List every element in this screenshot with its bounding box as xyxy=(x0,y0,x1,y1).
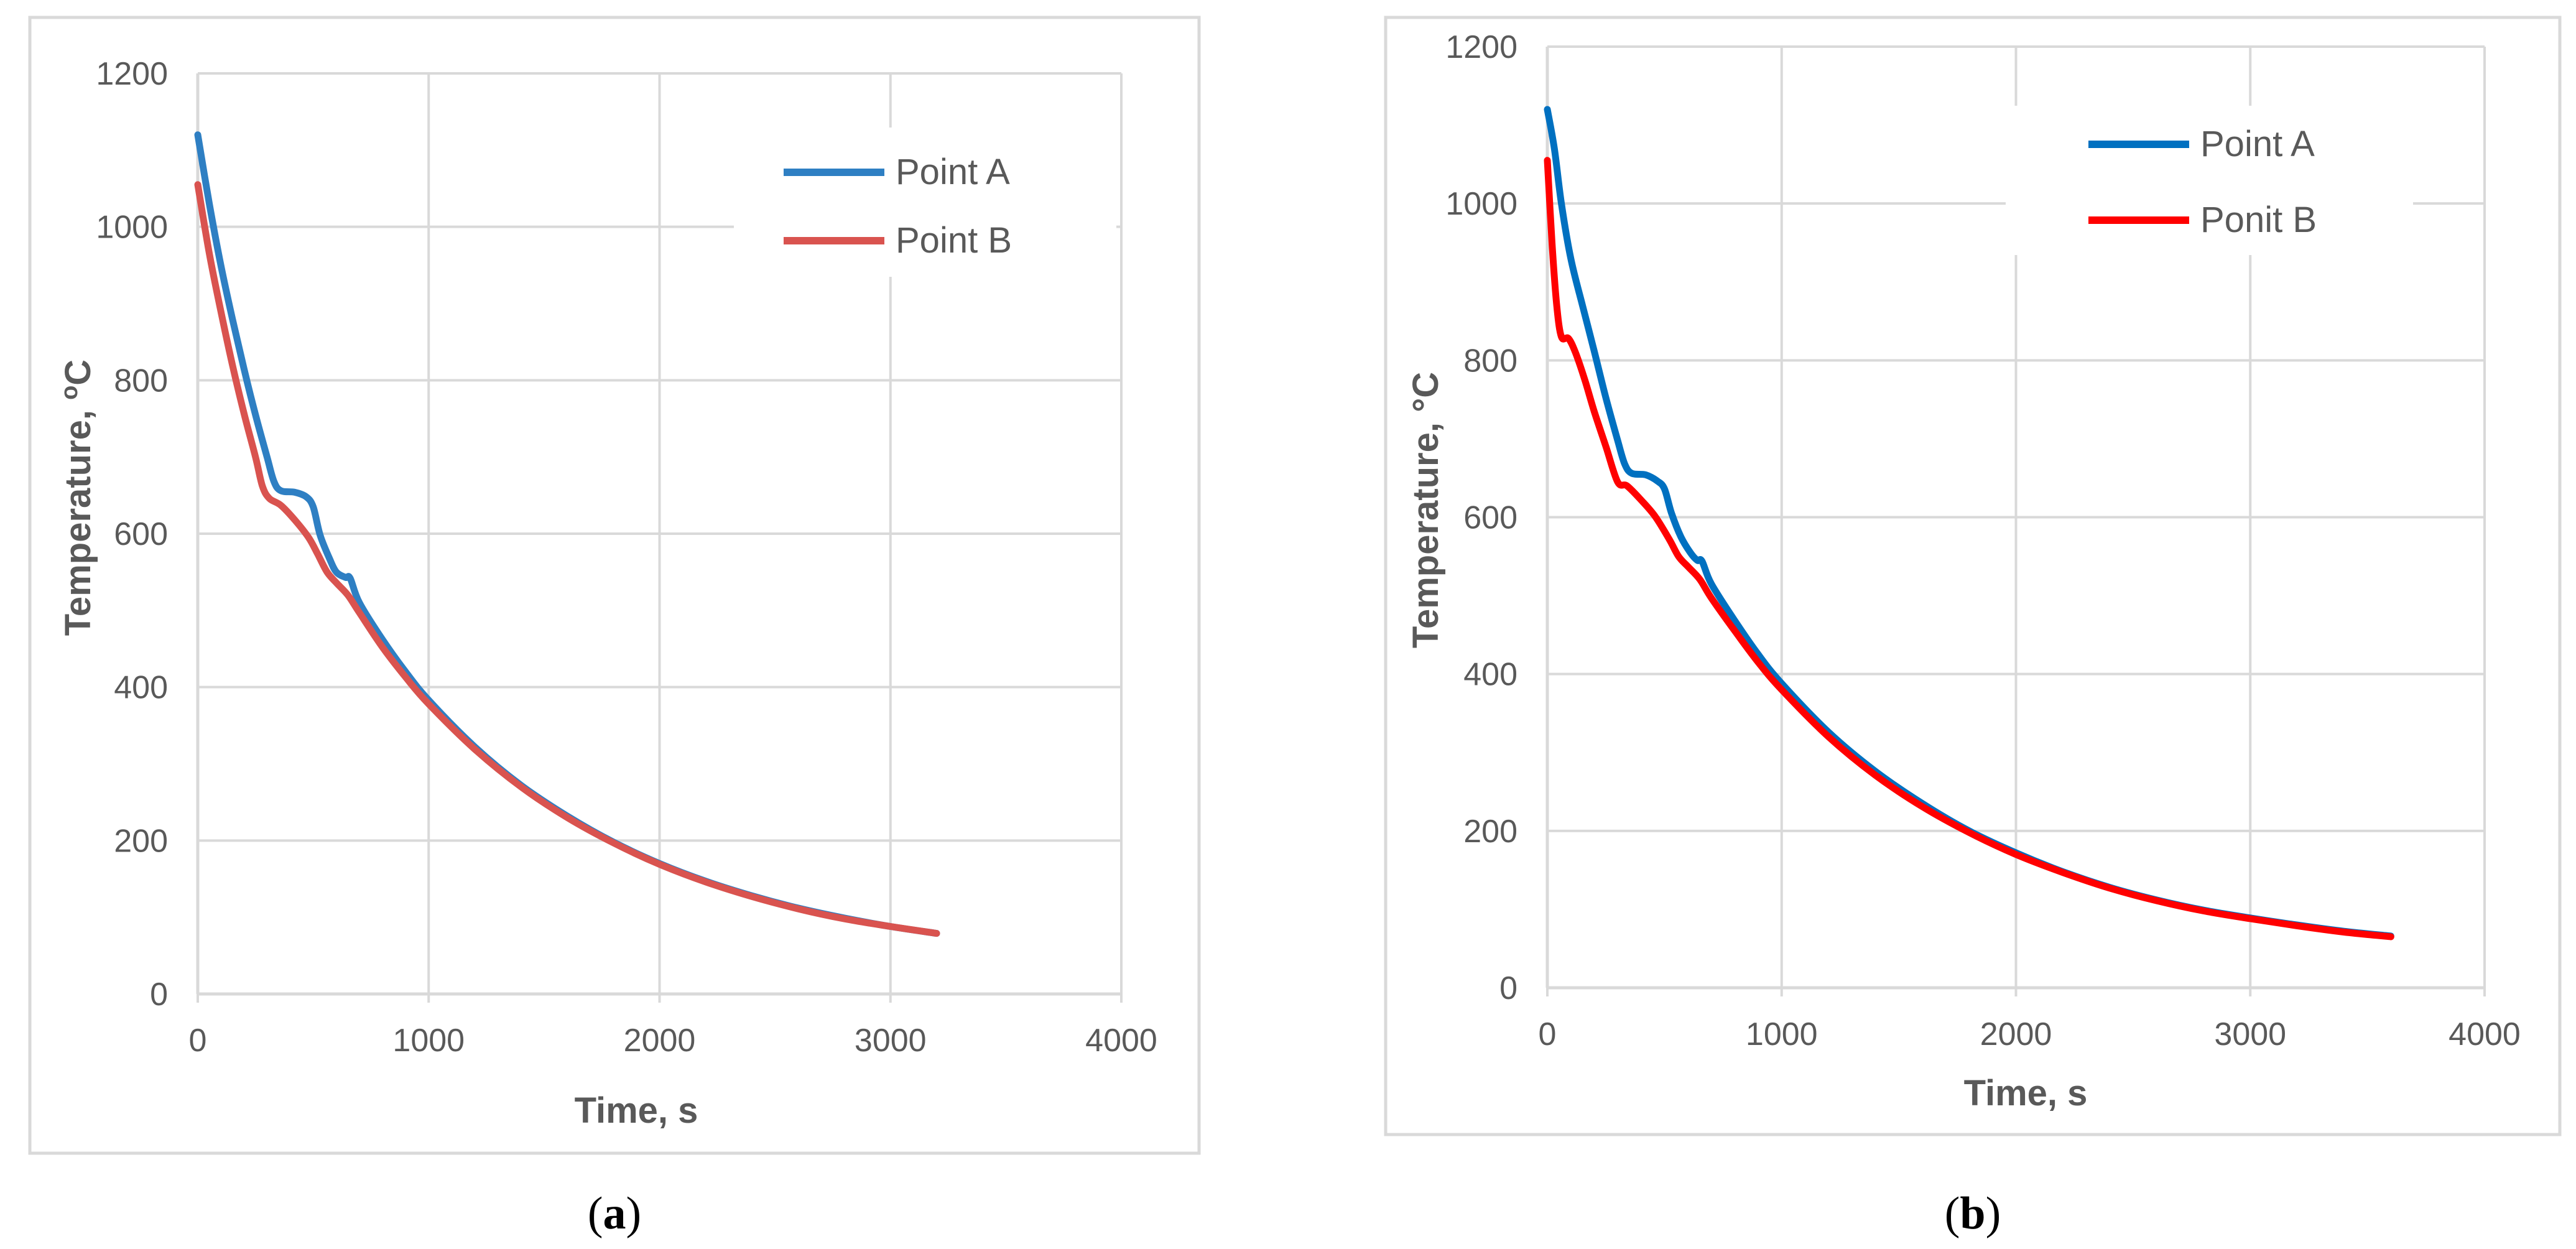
y-tick-label: 600 xyxy=(114,516,168,552)
chart-a-lines xyxy=(194,131,940,937)
y-tick-label: 1000 xyxy=(96,210,168,246)
legend-label-point-a: Point A xyxy=(2200,124,2315,164)
x-tick-label: 1000 xyxy=(392,1023,465,1059)
y-tick-label: 600 xyxy=(1463,500,1517,536)
chart-a-y-ticks: 0 200 400 600 800 1000 1200 xyxy=(96,56,168,1013)
series-line-point-b xyxy=(194,181,940,937)
y-tick-label: 200 xyxy=(114,823,168,859)
legend-label-point-a: Point A xyxy=(896,152,1010,192)
y-tick-label: 800 xyxy=(114,363,168,399)
y-tick-label: 400 xyxy=(1463,657,1517,693)
chart-a-grid xyxy=(198,72,1123,994)
chart-a-legend: Point A Point B xyxy=(734,128,1116,277)
x-tick-label: 0 xyxy=(189,1023,207,1059)
chart-panel-a: 0 1000 2000 3000 4000 020040060080010001200 … xyxy=(28,16,1201,1155)
panel-label-b: (b) xyxy=(1945,1188,2001,1239)
legend-label-ponit-b: Ponit B xyxy=(2200,200,2317,240)
y-tick-label: 800 xyxy=(1463,343,1517,379)
series-line-ponit-b xyxy=(1544,157,2394,940)
x-tick-label: 3000 xyxy=(2214,1016,2286,1052)
y-tick-label: 0 xyxy=(150,977,168,1013)
x-tick-label: 4000 xyxy=(2449,1016,2521,1052)
panel-label-b-letter: b xyxy=(1960,1188,1985,1239)
x-tick-label: 0 xyxy=(1539,1016,1557,1052)
chart-a-y-axis-title: Temperature, oC xyxy=(57,360,98,636)
y-tick-label: 400 xyxy=(114,670,168,706)
chart-b-lines xyxy=(1544,106,2394,940)
y-tick-label: 0 xyxy=(1499,970,1517,1006)
chart-b-legend: Point A Ponit B xyxy=(2006,106,2413,255)
panel-label-a-letter: a xyxy=(603,1188,626,1239)
chart-b-x-ticks: 0 1000 2000 3000 4000 xyxy=(1539,1016,2521,1052)
y-tick-label: 1200 xyxy=(1445,29,1517,65)
chart-a-x-axis-title: Time, s xyxy=(575,1090,698,1131)
chart-b-legend-bg xyxy=(2006,106,2413,255)
x-tick-label: 1000 xyxy=(1746,1016,1818,1052)
chart-b-x-axis-title: Time, s xyxy=(1964,1073,2088,1113)
chart-a-x-ticks: 0 1000 2000 3000 4000 xyxy=(189,1023,1157,1059)
x-tick-label: 2000 xyxy=(624,1023,696,1059)
legend-label-point-b: Point B xyxy=(896,220,1012,261)
x-tick-label: 2000 xyxy=(1980,1016,2052,1052)
x-tick-label: 3000 xyxy=(855,1023,927,1059)
y-tick-label: 200 xyxy=(1463,814,1517,850)
y-tick-label: 1200 xyxy=(96,56,168,92)
panel-label-a: (a) xyxy=(588,1188,641,1239)
chart-b-y-axis-title: Temperature, °C xyxy=(1406,372,1446,648)
chart-a-axes xyxy=(196,73,1123,1003)
x-tick-label: 4000 xyxy=(1085,1023,1157,1059)
chart-b-y-ticks: 0 200 400 600 800 1000 1200 xyxy=(1445,29,1517,1006)
chart-panel-b: 0 1000 2000 3000 4000 020040060080010001200 … xyxy=(1384,16,2562,1136)
y-tick-label: 1000 xyxy=(1445,186,1517,222)
chart-a-legend-bg xyxy=(734,128,1116,277)
